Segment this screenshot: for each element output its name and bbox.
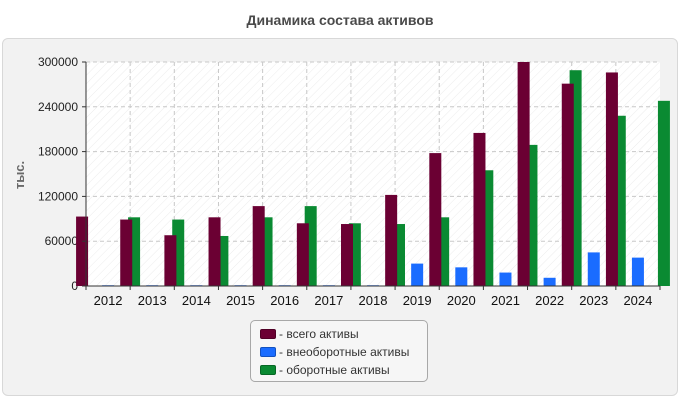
y-tick-label: 60000 xyxy=(45,234,79,248)
y-tick-label: 0 xyxy=(71,279,78,293)
bar-total-assets xyxy=(605,72,618,286)
x-tick-label: 2012 xyxy=(94,293,123,308)
bar-noncurrent-assets xyxy=(543,277,556,286)
bar-total-assets xyxy=(561,83,574,286)
y-tick-label: 240000 xyxy=(38,100,78,114)
y-axis-label: тыс. xyxy=(12,161,27,189)
bar-current-assets xyxy=(657,100,670,287)
legend-item-current: - оборотные активы xyxy=(260,361,427,379)
x-tick-label: 2019 xyxy=(403,293,432,308)
legend-label-current: - оборотные активы xyxy=(279,363,390,377)
y-tick-label: 300000 xyxy=(38,55,78,69)
y-tick-label: 180000 xyxy=(38,145,78,159)
x-tick-label: 2015 xyxy=(226,293,255,308)
bar-noncurrent-assets xyxy=(499,272,512,286)
bar-noncurrent-assets xyxy=(411,263,424,286)
bar-total-assets xyxy=(341,224,353,286)
legend-swatch-total xyxy=(260,329,276,339)
bar-total-assets xyxy=(120,219,133,286)
x-tick-label: 2013 xyxy=(138,293,167,308)
bar-total-assets xyxy=(164,235,177,286)
x-tick-label: 2024 xyxy=(623,293,652,308)
x-tick-label: 2021 xyxy=(491,293,520,308)
x-tick-label: 2020 xyxy=(447,293,476,308)
bar-total-assets xyxy=(208,217,221,286)
legend-item-total: - всего активы xyxy=(260,325,427,343)
legend-item-noncurrent: - внеоборотные активы xyxy=(260,343,427,361)
chart-legend: - всего активы - внеоборотные активы - о… xyxy=(250,320,428,382)
bar-total-assets xyxy=(76,216,89,286)
x-tick-label: 2016 xyxy=(270,293,299,308)
chart-title: Динамика состава активов xyxy=(246,12,434,28)
bar-total-assets xyxy=(296,223,309,286)
legend-swatch-current xyxy=(260,365,276,375)
bar-total-assets xyxy=(429,153,442,286)
legend-label-total: - всего активы xyxy=(279,327,359,341)
bar-noncurrent-assets xyxy=(587,252,600,286)
x-tick-label: 2022 xyxy=(535,293,564,308)
bar-noncurrent-assets xyxy=(631,257,644,286)
bar-noncurrent-assets xyxy=(455,267,468,286)
bar-total-assets xyxy=(473,132,486,286)
bar-total-assets xyxy=(385,194,398,286)
legend-swatch-noncurrent xyxy=(260,347,276,357)
legend-label-noncurrent: - внеоборотные активы xyxy=(279,345,410,359)
x-tick-label: 2014 xyxy=(182,293,211,308)
x-tick-label: 2018 xyxy=(359,293,388,308)
bar-total-assets xyxy=(252,206,265,286)
bar-total-assets xyxy=(517,62,530,286)
y-tick-label: 120000 xyxy=(38,189,78,203)
x-tick-label: 2023 xyxy=(579,293,608,308)
x-tick-label: 2017 xyxy=(314,293,343,308)
